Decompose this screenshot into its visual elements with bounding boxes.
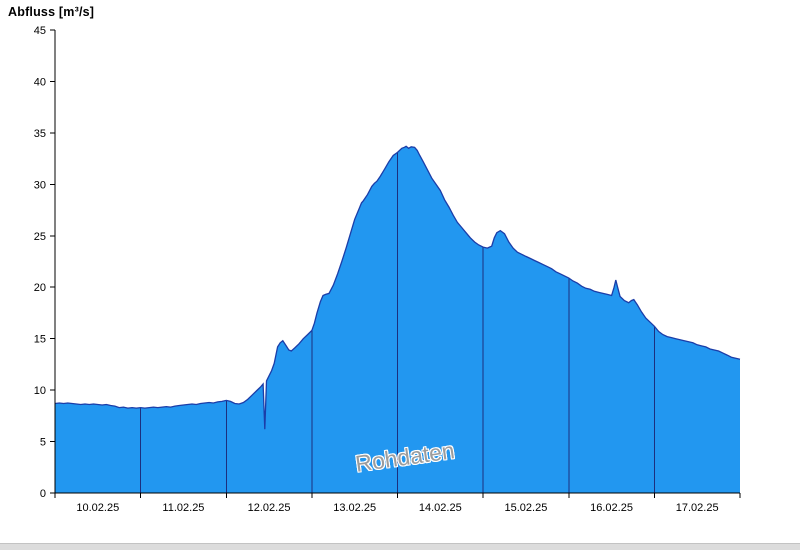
y-tick-label: 40: [34, 76, 46, 88]
y-tick-label: 20: [34, 282, 46, 294]
y-tick-label: 35: [34, 128, 46, 140]
x-tick-label: 15.02.25: [505, 502, 548, 514]
y-tick-label: 45: [34, 25, 46, 37]
y-tick-label: 10: [34, 385, 46, 397]
x-tick-label: 10.02.25: [76, 502, 119, 514]
x-tick-label: 17.02.25: [676, 502, 719, 514]
x-tick-label: 12.02.25: [248, 502, 291, 514]
window-bottom-edge: [0, 543, 800, 550]
x-tick-label: 14.02.25: [419, 502, 462, 514]
y-tick-label: 30: [34, 179, 46, 191]
x-tick-label: 16.02.25: [590, 502, 633, 514]
y-tick-label: 15: [34, 334, 46, 346]
chart-title: Abfluss [m³/s]: [8, 5, 95, 19]
y-tick-label: 25: [34, 231, 46, 243]
discharge-area-chart: 0 5 10 15 20 25 30 35 40 45 10.02.25 11.02.25 12.02.…: [34, 25, 741, 514]
x-tick-label: 13.02.25: [333, 502, 376, 514]
discharge-line: [54, 145, 741, 430]
x-tick-label: 11.02.25: [162, 502, 204, 514]
y-tick-label: 0: [40, 488, 46, 500]
y-tick-label: 5: [40, 437, 46, 449]
